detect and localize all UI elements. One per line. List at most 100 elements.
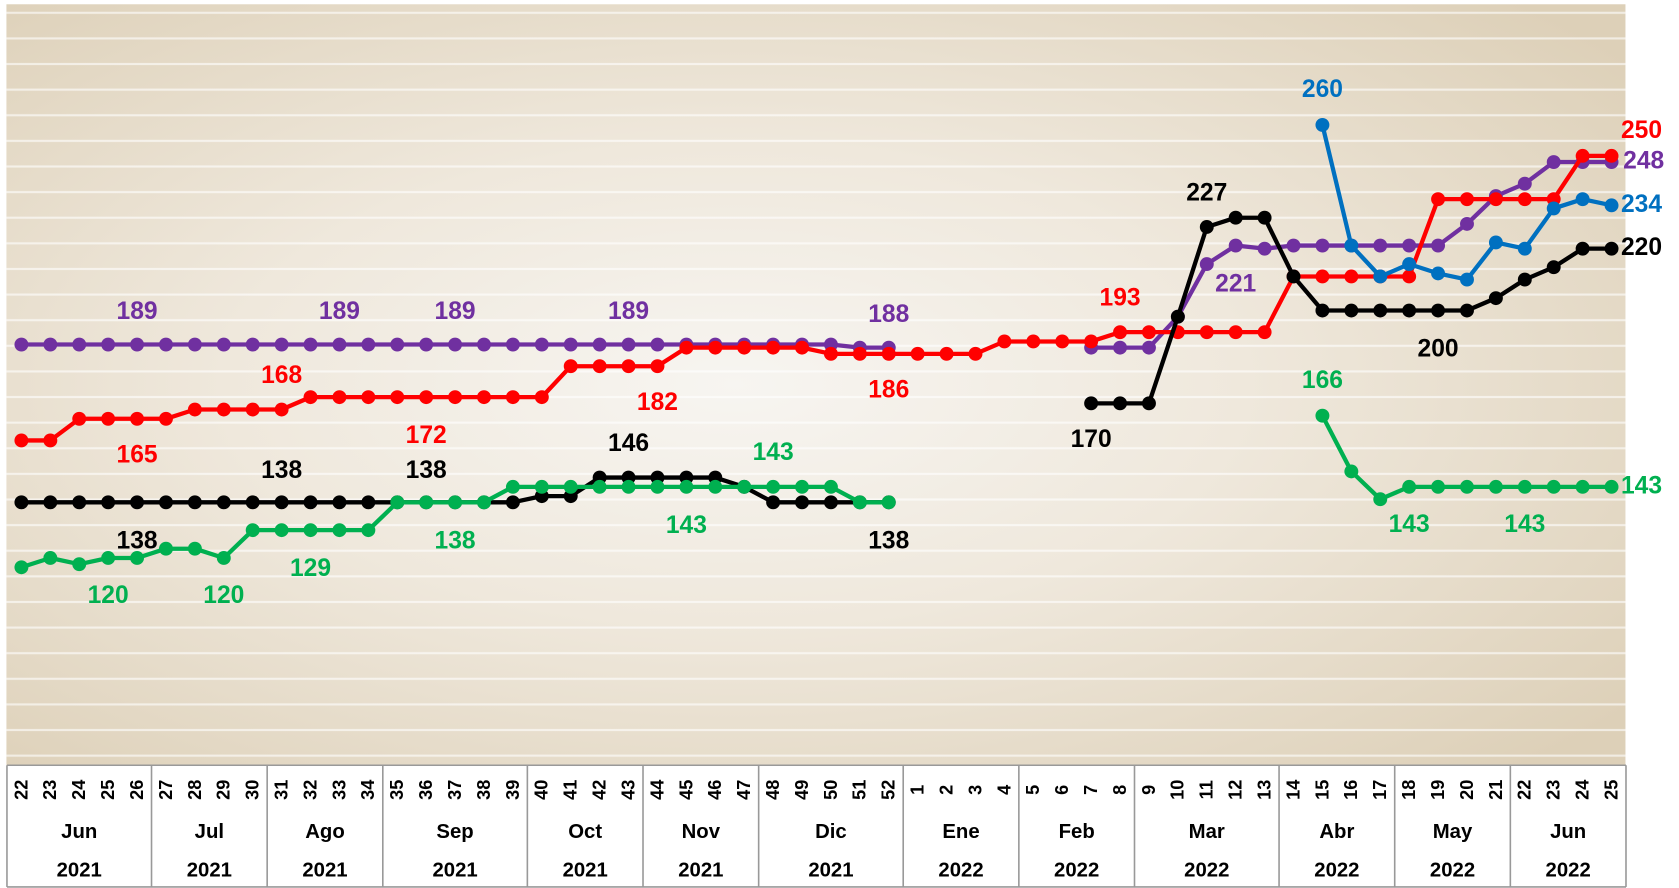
data-point	[1199, 257, 1214, 272]
data-point	[1344, 303, 1359, 318]
data-point	[708, 340, 723, 355]
week-label: 52	[879, 780, 899, 800]
data-point	[130, 551, 145, 565]
data-label: 250	[1621, 117, 1662, 144]
data-point	[621, 359, 636, 374]
month-label: Mar	[1189, 821, 1225, 843]
data-label: 189	[117, 298, 158, 325]
data-point	[997, 334, 1012, 349]
data-label: 188	[868, 301, 909, 328]
data-label: 120	[203, 582, 244, 609]
data-point	[216, 495, 231, 510]
data-label: 186	[868, 377, 909, 404]
data-label: 120	[88, 582, 129, 609]
data-point	[1257, 241, 1272, 256]
week-label: 29	[214, 780, 234, 800]
data-label: 146	[608, 430, 649, 457]
data-point	[1517, 272, 1532, 287]
week-label: 39	[503, 780, 523, 800]
data-point	[1113, 396, 1128, 411]
data-point	[274, 402, 289, 417]
data-point	[1141, 340, 1156, 355]
data-point	[1517, 192, 1532, 207]
data-point	[650, 337, 665, 352]
week-label: 3	[965, 785, 985, 795]
week-label: 12	[1226, 780, 1246, 800]
data-point	[101, 495, 116, 510]
data-point	[159, 495, 173, 510]
data-point	[1402, 257, 1417, 272]
year-label: 2021	[678, 859, 723, 881]
data-point	[274, 495, 289, 510]
week-label: 10	[1168, 780, 1188, 800]
data-point	[1604, 148, 1619, 163]
data-label: 165	[117, 442, 158, 469]
data-point	[1460, 303, 1474, 318]
data-point	[332, 337, 347, 352]
year-label: 2022	[1054, 859, 1099, 881]
week-label: 9	[1139, 785, 1159, 795]
data-point	[852, 495, 867, 510]
data-point	[43, 337, 58, 352]
data-point	[274, 337, 289, 352]
data-point	[621, 479, 636, 494]
data-label: 220	[1621, 234, 1662, 261]
data-point	[1344, 269, 1359, 284]
data-point	[1546, 479, 1561, 494]
week-label: 1	[908, 785, 928, 795]
data-point	[1488, 192, 1503, 207]
data-label: 138	[117, 527, 158, 554]
data-point	[1286, 269, 1301, 284]
data-point	[1575, 241, 1590, 256]
data-point	[1402, 238, 1417, 253]
data-point	[390, 390, 405, 405]
data-point	[1315, 117, 1330, 132]
week-label: 33	[329, 780, 349, 800]
week-label: 24	[1572, 780, 1592, 800]
data-point	[72, 337, 87, 352]
data-label: 143	[1621, 472, 1662, 499]
data-point	[419, 390, 434, 405]
data-point	[795, 340, 809, 355]
week-label: 13	[1254, 780, 1274, 800]
data-point	[72, 495, 87, 510]
week-label: 32	[300, 780, 320, 800]
data-point	[159, 411, 173, 426]
week-label: 21	[1486, 780, 1506, 800]
data-point	[592, 479, 607, 494]
year-label: 2022	[1430, 859, 1475, 881]
data-point	[1546, 155, 1561, 169]
week-label: 23	[40, 780, 60, 800]
data-label: 227	[1186, 179, 1227, 206]
data-point	[1460, 192, 1474, 207]
data-point	[1344, 238, 1359, 253]
data-point	[910, 346, 925, 361]
data-point	[1460, 479, 1474, 494]
data-label: 221	[1215, 271, 1256, 298]
data-point	[419, 337, 434, 352]
data-point	[1517, 479, 1532, 494]
data-point	[448, 390, 463, 405]
data-point	[1257, 325, 1272, 340]
week-label: 25	[98, 780, 118, 800]
week-label: 8	[1110, 785, 1130, 795]
data-point	[477, 495, 491, 510]
data-point	[1460, 216, 1474, 231]
month-label: Oct	[568, 821, 602, 843]
data-point	[245, 337, 260, 352]
series-layer	[14, 117, 1619, 575]
data-point	[823, 479, 838, 494]
month-label: Ene	[942, 821, 979, 843]
data-point	[448, 495, 463, 510]
data-label: 200	[1418, 336, 1459, 363]
data-point	[1084, 396, 1099, 411]
data-point	[1228, 325, 1243, 340]
month-label: Jul	[195, 821, 224, 843]
data-point	[448, 337, 463, 352]
year-label: 2021	[57, 859, 102, 881]
data-point	[1431, 303, 1446, 318]
data-point	[1488, 479, 1503, 494]
data-point	[1575, 192, 1590, 207]
month-label: Dic	[815, 821, 847, 843]
